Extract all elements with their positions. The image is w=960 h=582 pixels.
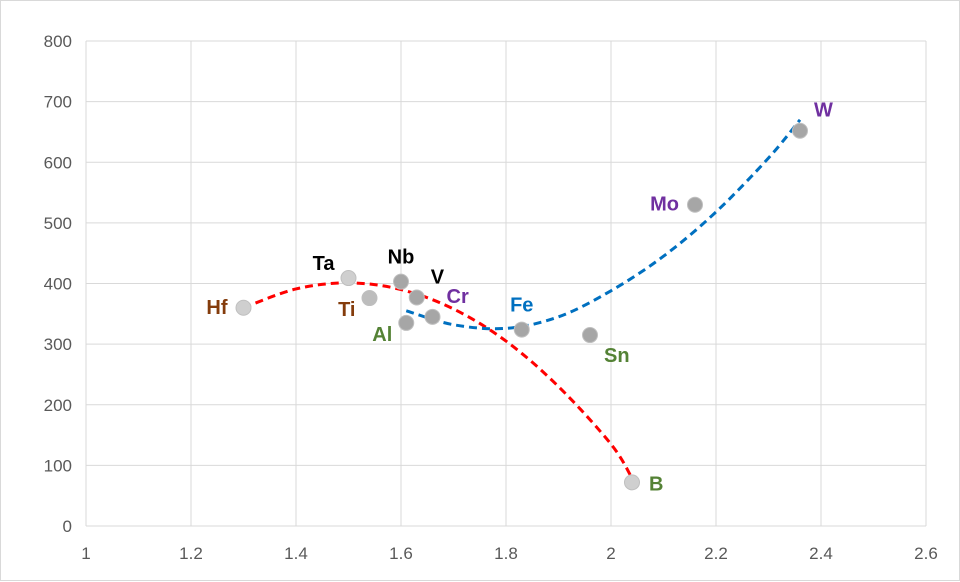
data-point-ti bbox=[361, 290, 378, 307]
data-point-v bbox=[408, 289, 425, 306]
tick-labels: 0 100 200 300 400 500 600 700 800 1 1.2 1.4 1.6 1.8 2 2… bbox=[44, 32, 938, 563]
x-tick-label: 1.6 bbox=[389, 544, 413, 563]
trendline-1 bbox=[405, 118, 802, 331]
point-label-v: V bbox=[431, 266, 445, 288]
y-tick-label: 500 bbox=[44, 214, 72, 233]
y-tick-label: 0 bbox=[63, 517, 72, 536]
y-tick-label: 800 bbox=[44, 32, 72, 51]
x-tick-label: 2.2 bbox=[704, 544, 728, 563]
y-tick-label: 100 bbox=[44, 456, 72, 475]
data-point-cr bbox=[424, 308, 441, 325]
y-tick-label: 200 bbox=[44, 396, 72, 415]
data-point-sn bbox=[582, 327, 598, 344]
data-points: Hf Ta Ti Nb VCr Al Fe Sn Mo W B bbox=[206, 100, 833, 496]
data-point-al bbox=[398, 314, 415, 331]
data-point-fe bbox=[513, 321, 530, 338]
point-label-w: W bbox=[814, 100, 833, 122]
point-label-nb: Nb bbox=[388, 247, 415, 269]
y-tick-label: 300 bbox=[44, 335, 72, 354]
point-label-mo: Mo bbox=[650, 194, 679, 216]
x-tick-label: 1 bbox=[81, 544, 90, 563]
data-point-ta bbox=[340, 270, 357, 287]
y-tick-label: 700 bbox=[44, 93, 72, 112]
data-point-w bbox=[792, 122, 808, 139]
data-point-hf bbox=[235, 299, 252, 316]
x-tick-label: 1.4 bbox=[284, 544, 308, 563]
x-tick-label: 2.4 bbox=[809, 544, 833, 563]
trendlines bbox=[242, 118, 802, 479]
point-label-hf: Hf bbox=[206, 297, 227, 319]
data-point-nb bbox=[393, 273, 409, 290]
data-point-mo bbox=[687, 196, 703, 213]
trendline-0 bbox=[242, 281, 634, 479]
point-label-sn: Sn bbox=[604, 345, 630, 367]
point-label-fe: Fe bbox=[510, 295, 533, 317]
x-tick-label: 2 bbox=[606, 544, 615, 563]
point-label-ti: Ti bbox=[338, 299, 355, 321]
data-point-b bbox=[624, 474, 640, 491]
point-label-ta: Ta bbox=[313, 253, 336, 275]
y-tick-label: 600 bbox=[44, 153, 72, 172]
x-tick-label: 1.8 bbox=[494, 544, 518, 563]
x-tick-label: 2.6 bbox=[914, 544, 938, 563]
point-label-al: Al bbox=[372, 324, 392, 346]
point-label-cr: Cr bbox=[447, 286, 469, 308]
point-label-b: B bbox=[649, 473, 663, 495]
y-tick-label: 400 bbox=[44, 275, 72, 294]
gridlines bbox=[85, 40, 927, 527]
x-tick-label: 1.2 bbox=[179, 544, 203, 563]
